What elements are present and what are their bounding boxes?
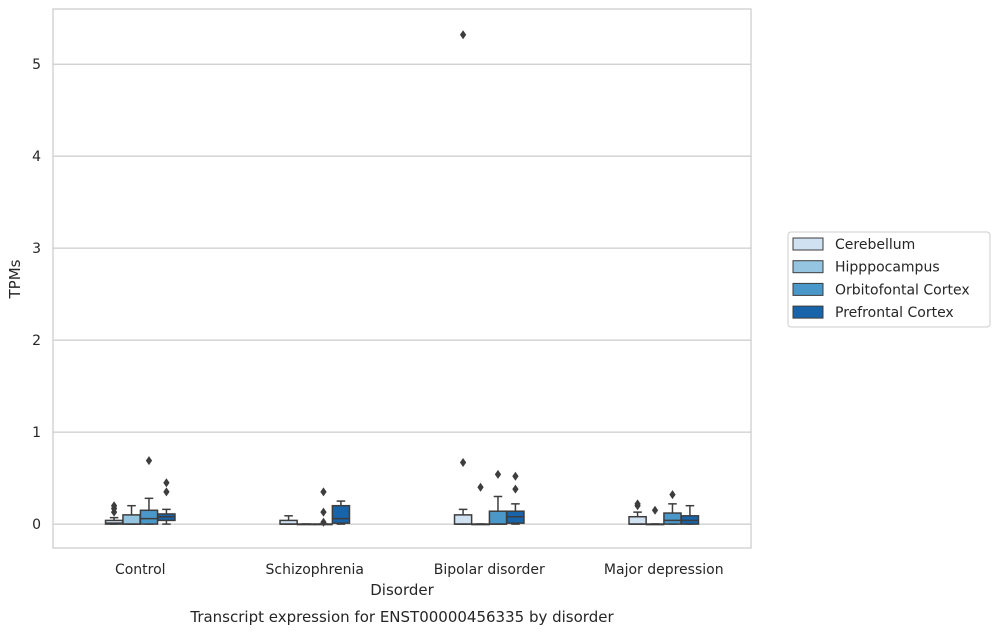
- box-0-2: [453, 30, 473, 525]
- box-plots: [104, 30, 700, 527]
- outlier-point: [669, 490, 676, 500]
- legend-swatch: [792, 305, 824, 319]
- y-tick-label: 0: [32, 517, 41, 533]
- y-axis-label: TPMs: [6, 259, 24, 299]
- box-3-3: [680, 504, 700, 525]
- legend-swatch: [792, 282, 824, 296]
- legend-frame: [787, 231, 991, 328]
- outlier-point: [459, 457, 467, 467]
- legend-label: Orbitofontal Cortex: [835, 282, 970, 298]
- outlier-point: [163, 487, 170, 497]
- box-2-1: [314, 487, 333, 527]
- box-3-2: [506, 471, 525, 525]
- outlier-point: [459, 30, 467, 40]
- box-0-0: [104, 501, 124, 525]
- outlier-point: [494, 469, 502, 479]
- outlier-point: [512, 484, 519, 494]
- box-iqr: [139, 509, 159, 525]
- box-3-1: [331, 500, 351, 525]
- box-0-3: [628, 499, 647, 525]
- legend-swatch: [792, 237, 824, 251]
- outlier-point: [651, 505, 659, 515]
- legend-label: Cerebellum: [835, 237, 915, 253]
- box-0-1: [279, 515, 298, 525]
- outlier-point: [320, 517, 327, 527]
- box-iqr: [628, 515, 647, 525]
- outlier-point: [634, 499, 641, 509]
- outlier-point: [145, 456, 153, 466]
- outlier-point: [512, 471, 519, 481]
- x-tick-label: Control: [115, 562, 166, 578]
- x-axis-label: Disorder: [370, 581, 434, 599]
- legend: Cerebellum Hipppocampus Orbitofontal Corte…: [787, 231, 991, 328]
- grid-lines: [53, 63, 751, 525]
- x-tick-label: Schizophrenia: [266, 562, 364, 578]
- box-2-2: [488, 469, 508, 525]
- chart-caption: Transcript expression for ENST0000045633…: [189, 608, 614, 626]
- y-tick-label: 4: [32, 149, 41, 165]
- box-3-0: [157, 478, 176, 525]
- box-iqr: [331, 504, 351, 524]
- box-2-3: [663, 490, 682, 525]
- y-tick-label: 2: [32, 333, 41, 349]
- x-tick-labels: Control Schizophrenia Bipolar disorder Majo…: [115, 562, 724, 578]
- y-tick-labels: 0 1 2 3 4 5: [32, 57, 41, 533]
- box-iqr: [453, 514, 473, 525]
- box-2-0: [139, 456, 159, 525]
- outlier-point: [320, 507, 327, 517]
- legend-swatch: [792, 260, 824, 274]
- outlier-point: [110, 501, 118, 511]
- box-1-0: [122, 504, 141, 525]
- y-tick-label: 5: [32, 57, 41, 73]
- x-tick-label: Major depression: [604, 562, 724, 578]
- y-tick-label: 3: [32, 241, 41, 257]
- x-tick-label: Bipolar disorder: [434, 562, 545, 578]
- legend-label: Hipppocampus: [835, 260, 940, 276]
- plot-frame: [52, 8, 752, 549]
- box-iqr: [122, 514, 141, 525]
- y-tick-label: 1: [32, 425, 41, 441]
- outlier-point: [320, 487, 327, 497]
- box-iqr: [663, 512, 682, 525]
- box-iqr: [488, 510, 508, 525]
- box-1-3: [645, 505, 665, 526]
- outlier-point: [477, 482, 484, 492]
- outlier-point: [163, 478, 170, 488]
- box-1-2: [471, 482, 490, 526]
- box-1-1: [296, 523, 316, 526]
- legend-label: Prefrontal Cortex: [835, 305, 954, 321]
